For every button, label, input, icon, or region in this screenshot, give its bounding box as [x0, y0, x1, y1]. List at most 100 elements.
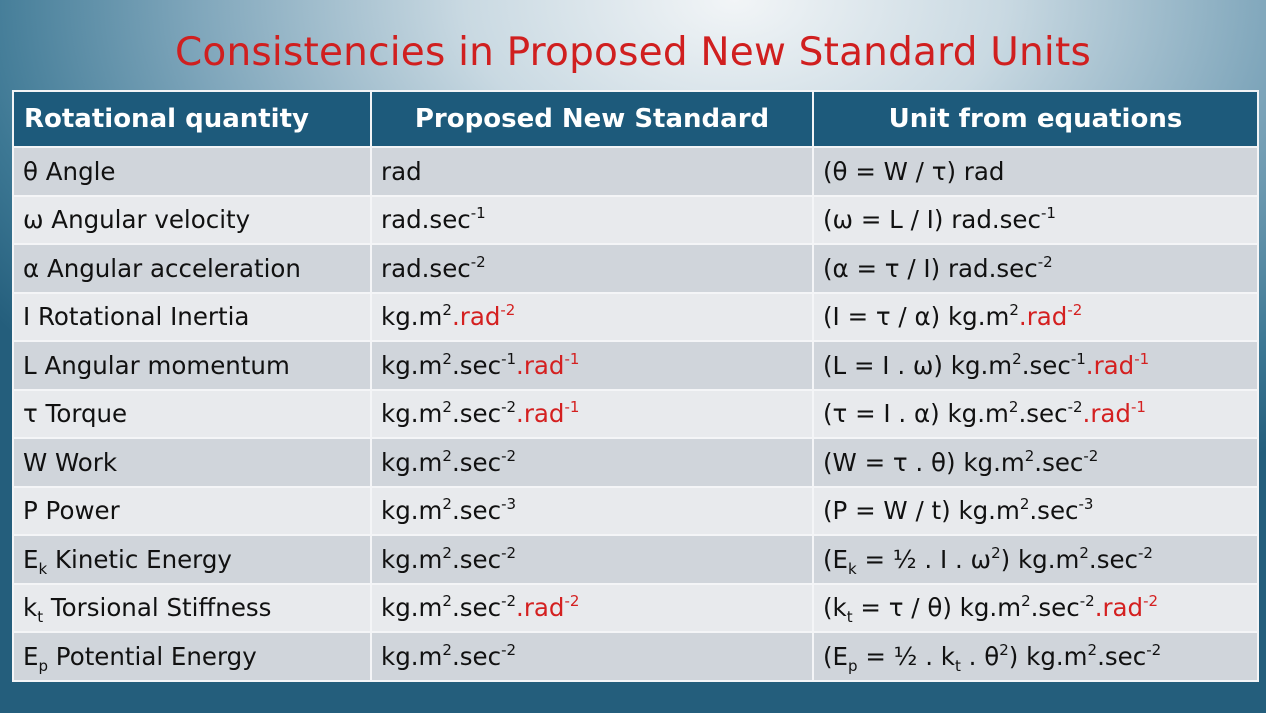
superscript: 2	[1009, 301, 1019, 320]
text: kg.m	[381, 544, 443, 574]
proposed-unit-cell: kg.m2.sec-2	[370, 631, 814, 682]
superscript: 2	[1021, 592, 1031, 611]
superscript: 2	[442, 301, 452, 320]
text: rad	[381, 156, 422, 186]
text: (θ = W / τ) rad	[823, 156, 1005, 186]
text: . θ	[960, 641, 1000, 671]
table-row: θ Angle rad (θ = W / τ) rad	[12, 146, 1259, 197]
text: (α = τ / I) rad.sec	[823, 253, 1038, 283]
proposed-unit-cell: rad.sec-1	[370, 194, 814, 245]
equation-unit-cell: (τ = I . α) kg.m2.sec-2.rad-1	[812, 388, 1259, 439]
proposed-unit-cell: rad	[370, 146, 814, 197]
superscript: 2	[1019, 495, 1030, 514]
table-row: W Work kg.m2.sec-2 (W = τ . θ) kg.m2.sec-2	[12, 437, 1259, 488]
subscript: t	[37, 608, 44, 627]
units-table: Rotational quantity Proposed New Standar…	[12, 90, 1259, 682]
equation-unit-cell: (α = τ / I) rad.sec-2	[812, 243, 1259, 294]
superscript: -3	[501, 495, 517, 514]
text: kg.m	[381, 447, 443, 477]
highlighted-unit: .rad	[516, 350, 565, 380]
text: E	[23, 544, 39, 574]
text: L Angular momentum	[23, 350, 290, 380]
text: .sec	[451, 593, 502, 623]
text: (L = I . ω) kg.m	[823, 350, 1013, 380]
text: .sec	[1088, 544, 1139, 574]
text: = τ / θ) kg.m	[852, 593, 1022, 623]
highlighted-unit: .rad	[1082, 399, 1131, 429]
superscript: 2	[991, 543, 1001, 562]
text: (E	[823, 544, 849, 574]
header-rotational-quantity: Rotational quantity	[12, 90, 372, 148]
superscript: -2	[1037, 252, 1053, 271]
superscript: -2	[564, 592, 580, 611]
superscript: -1	[1130, 398, 1146, 417]
highlighted-unit: .rad	[451, 302, 501, 332]
quantity-cell: P Power	[12, 485, 372, 536]
text: Torsional Stiffness	[43, 593, 272, 623]
quantity-cell: α Angular acceleration	[12, 243, 372, 294]
text: (P = W / t) kg.m	[823, 496, 1020, 526]
highlighted-unit: .rad	[516, 399, 565, 429]
equation-unit-cell: (W = τ . θ) kg.m2.sec-2	[812, 437, 1259, 488]
highlighted-unit: .rad	[1085, 350, 1135, 380]
superscript: -1	[501, 349, 517, 368]
text: (ω = L / I) rad.sec	[823, 205, 1041, 235]
quantity-cell: I Rotational Inertia	[12, 291, 372, 342]
text: = ½ . k	[857, 641, 955, 671]
superscript: 2	[442, 446, 452, 465]
superscript: -2	[1083, 446, 1099, 465]
superscript: 2	[442, 543, 452, 562]
table-row: kt Torsional Stiffness kg.m2.sec-2.rad-2(…	[12, 582, 1259, 633]
equation-unit-cell: (I = τ / α) kg.m2.rad-2	[812, 291, 1259, 342]
superscript: -1	[1040, 204, 1056, 223]
superscript: 2	[1087, 640, 1098, 659]
table-row: α Angular acceleration rad.sec-2 (α = τ / …	[12, 243, 1259, 294]
text: (k	[823, 593, 847, 623]
text: .sec	[1097, 641, 1147, 671]
table-row: ω Angular velocity rad.sec-1 (ω = L / I) r…	[12, 194, 1259, 245]
text: θ Angle	[23, 156, 116, 186]
superscript: 2	[442, 640, 452, 659]
superscript: 2	[442, 592, 452, 611]
text: .sec	[451, 641, 502, 671]
proposed-unit-cell: kg.m2.rad-2	[370, 291, 814, 342]
text: (W = τ . θ) kg.m	[823, 447, 1025, 477]
subscript: p	[38, 656, 49, 675]
equation-unit-cell: (ω = L / I) rad.sec-1	[812, 194, 1259, 245]
superscript: -1	[470, 204, 486, 223]
superscript: -2	[1067, 301, 1083, 320]
subscript: p	[848, 656, 858, 675]
text: .sec	[451, 399, 502, 429]
text: (I = τ / α) kg.m	[823, 302, 1010, 332]
text: W Work	[23, 447, 118, 477]
equation-unit-cell: (Ep = ½ . kt . θ2) kg.m2.sec-2	[812, 631, 1259, 682]
equation-unit-cell: (L = I . ω) kg.m2.sec-1.rad-1	[812, 340, 1259, 391]
superscript: -1	[564, 349, 580, 368]
text: rad.sec	[381, 205, 471, 235]
superscript: -2	[500, 301, 516, 320]
superscript: 2	[442, 495, 452, 514]
superscript: 2	[1079, 543, 1089, 562]
text: kg.m	[381, 641, 443, 671]
text: ) kg.m	[1008, 641, 1088, 671]
subscript: t	[954, 656, 961, 675]
text: I Rotational Inertia	[23, 302, 250, 332]
text: kg.m	[381, 496, 443, 526]
text: .sec	[1030, 593, 1080, 623]
superscript: -2	[470, 252, 486, 271]
quantity-cell: W Work	[12, 437, 372, 488]
superscript: -2	[501, 446, 517, 465]
quantity-cell: L Angular momentum	[12, 340, 372, 391]
highlighted-unit: .rad	[1018, 302, 1068, 332]
text: = ½ . I . ω	[856, 544, 992, 574]
text: .sec	[451, 496, 502, 526]
proposed-unit-cell: kg.m2.sec-3	[370, 485, 814, 536]
superscript: 2	[442, 349, 452, 368]
text: .sec	[451, 447, 502, 477]
superscript: -1	[1070, 349, 1086, 368]
header-unit-from-equations: Unit from equations	[812, 90, 1259, 148]
proposed-unit-cell: kg.m2.sec-2	[370, 534, 814, 585]
equation-unit-cell: (P = W / t) kg.m2.sec-3	[812, 485, 1259, 536]
header-row: Rotational quantity Proposed New Standar…	[12, 90, 1259, 148]
superscript: 2	[1012, 349, 1022, 368]
